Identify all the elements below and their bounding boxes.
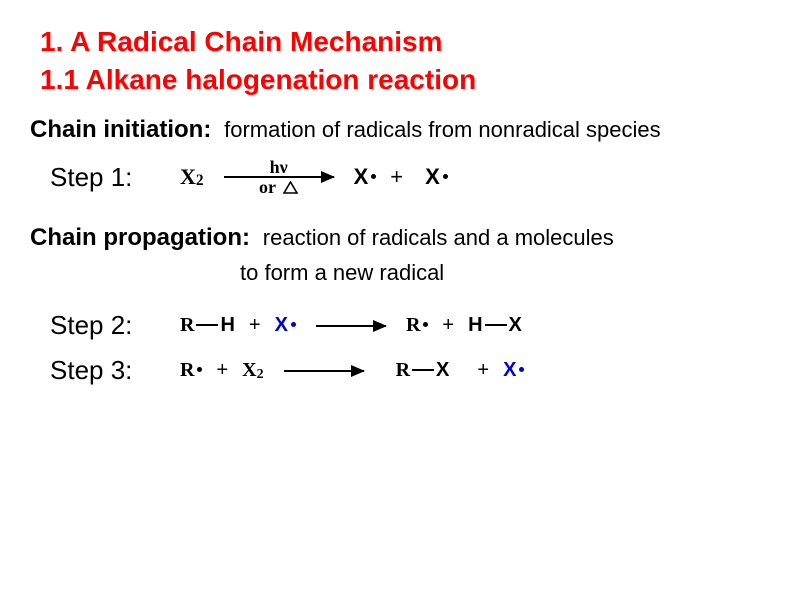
s1-reactant: X2 xyxy=(180,164,204,190)
radical-dot-icon xyxy=(291,322,296,327)
s2-arrow xyxy=(316,325,386,327)
s2-lhs-x: X xyxy=(275,314,296,337)
section-initiation: Chain initiation: formation of radicals … xyxy=(30,116,770,144)
s1-arrow-block: hν or xyxy=(224,158,334,196)
step-3-label: Step 3: xyxy=(50,355,154,386)
step-2-label: Step 2: xyxy=(50,310,154,341)
s3-rhs-xrad: X xyxy=(503,359,524,382)
s3-arrow xyxy=(284,370,364,372)
s2-rhs-r: R xyxy=(406,314,428,337)
propagation-desc: reaction of radicals and a molecules xyxy=(257,225,614,250)
bond-icon xyxy=(196,324,218,326)
propagation-desc2: to form a new radical xyxy=(240,260,770,286)
arrow-icon xyxy=(224,176,334,178)
step-1-row: Step 1: X2 hν or X + X xyxy=(50,158,770,196)
s3-plus2: + xyxy=(477,359,489,382)
arrow-icon xyxy=(284,370,364,372)
s3-lhs-x2: X2 xyxy=(242,359,263,382)
heat-triangle-icon xyxy=(283,181,298,194)
radical-dot-icon xyxy=(443,174,448,179)
propagation-term: Chain propagation: xyxy=(30,224,250,251)
radical-dot-icon xyxy=(423,322,428,327)
step-1-label: Step 1: xyxy=(50,162,154,193)
s1-cond-bot: or xyxy=(259,178,298,196)
s1-plus: + xyxy=(390,164,403,190)
heading-sub: 1.1 Alkane halogenation reaction xyxy=(40,64,770,96)
step-3-equation: R + X2 RX + X xyxy=(174,359,530,382)
s1-cond-top: hν xyxy=(270,158,288,176)
step-2-row: Step 2: RH + X R + HX xyxy=(50,310,770,341)
s3-lhs-r: R xyxy=(180,359,202,382)
step-1-equation: X2 hν or X + X xyxy=(174,158,454,196)
s1-prod1: X xyxy=(354,164,377,190)
s3-rhs-rx: RX xyxy=(396,359,450,382)
bond-icon xyxy=(412,369,434,371)
initiation-term: Chain initiation: xyxy=(30,116,211,143)
step-2-equation: RH + X R + HX xyxy=(174,314,528,337)
arrow-icon xyxy=(316,325,386,327)
s2-plus2: + xyxy=(442,314,454,337)
radical-dot-icon xyxy=(371,174,376,179)
heading-main: 1. A Radical Chain Mechanism xyxy=(40,26,770,58)
s2-rhs-hx: HX xyxy=(468,314,522,337)
section-propagation: Chain propagation: reaction of radicals … xyxy=(30,224,770,252)
step-3-row: Step 3: R + X2 RX + X xyxy=(50,355,770,386)
radical-dot-icon xyxy=(519,367,524,372)
bond-icon xyxy=(485,324,507,326)
s2-plus1: + xyxy=(249,314,261,337)
s2-lhs-rh: RH xyxy=(180,314,235,337)
initiation-desc: formation of radicals from nonradical sp… xyxy=(218,117,661,142)
s1-prod2: X xyxy=(425,164,448,190)
s3-plus1: + xyxy=(216,359,228,382)
radical-dot-icon xyxy=(197,367,202,372)
